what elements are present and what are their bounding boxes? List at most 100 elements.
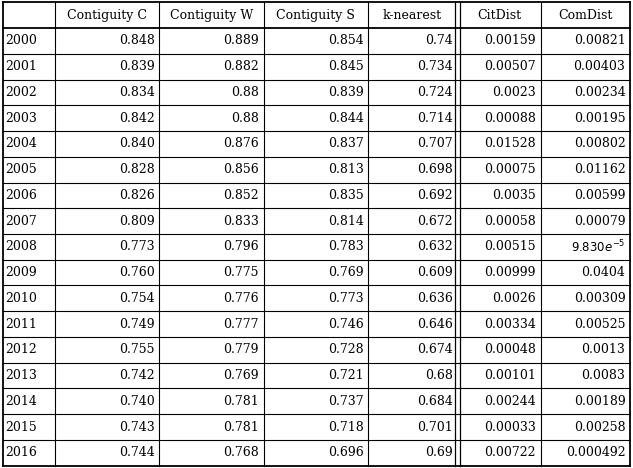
Text: ComDist: ComDist — [558, 9, 612, 22]
Text: 2006: 2006 — [5, 189, 37, 202]
Text: 0.743: 0.743 — [119, 421, 154, 433]
Text: 0.00234: 0.00234 — [573, 86, 625, 99]
Text: 0.814: 0.814 — [328, 215, 363, 227]
Text: 0.882: 0.882 — [223, 60, 259, 73]
Text: 2015: 2015 — [5, 421, 37, 433]
Text: 0.69: 0.69 — [425, 446, 453, 459]
Text: 0.000492: 0.000492 — [566, 446, 625, 459]
Text: 0.742: 0.742 — [119, 369, 154, 382]
Text: 2001: 2001 — [5, 60, 37, 73]
Text: 0.714: 0.714 — [417, 112, 453, 124]
Text: 0.00515: 0.00515 — [484, 241, 536, 253]
Text: 0.0035: 0.0035 — [492, 189, 536, 202]
Text: 0.00075: 0.00075 — [484, 163, 536, 176]
Text: 0.721: 0.721 — [328, 369, 363, 382]
Text: 0.835: 0.835 — [328, 189, 363, 202]
Text: 0.744: 0.744 — [119, 446, 154, 459]
Text: 0.754: 0.754 — [119, 292, 154, 305]
Text: 0.00189: 0.00189 — [573, 395, 625, 408]
Text: 0.844: 0.844 — [328, 112, 363, 124]
Text: 0.783: 0.783 — [328, 241, 363, 253]
Text: 0.636: 0.636 — [417, 292, 453, 305]
Text: 0.0023: 0.0023 — [492, 86, 536, 99]
Text: 0.734: 0.734 — [417, 60, 453, 73]
Text: 2008: 2008 — [5, 241, 37, 253]
Text: 0.779: 0.779 — [223, 344, 259, 356]
Text: 0.768: 0.768 — [223, 446, 259, 459]
Text: 0.701: 0.701 — [417, 421, 453, 433]
Text: 0.00334: 0.00334 — [484, 318, 536, 330]
Text: 0.0026: 0.0026 — [492, 292, 536, 305]
Text: 0.845: 0.845 — [328, 60, 363, 73]
Text: 0.00088: 0.00088 — [484, 112, 536, 124]
Text: 0.74: 0.74 — [425, 35, 453, 47]
Text: 0.769: 0.769 — [328, 266, 363, 279]
Text: 0.848: 0.848 — [119, 35, 154, 47]
Text: 0.833: 0.833 — [223, 215, 259, 227]
Text: 0.684: 0.684 — [417, 395, 453, 408]
Text: 0.632: 0.632 — [417, 241, 453, 253]
Text: 0.839: 0.839 — [328, 86, 363, 99]
Text: 2003: 2003 — [5, 112, 37, 124]
Text: 0.646: 0.646 — [417, 318, 453, 330]
Text: 0.749: 0.749 — [119, 318, 154, 330]
Text: 0.826: 0.826 — [119, 189, 154, 202]
Text: 0.609: 0.609 — [417, 266, 453, 279]
Text: 0.0013: 0.0013 — [582, 344, 625, 356]
Text: 0.760: 0.760 — [119, 266, 154, 279]
Text: 0.809: 0.809 — [119, 215, 154, 227]
Text: 2012: 2012 — [5, 344, 37, 356]
Text: 0.00159: 0.00159 — [484, 35, 536, 47]
Text: 0.773: 0.773 — [328, 292, 363, 305]
Text: $9.830e^{-5}$: $9.830e^{-5}$ — [571, 239, 625, 255]
Text: 0.00599: 0.00599 — [574, 189, 625, 202]
Text: 0.00058: 0.00058 — [484, 215, 536, 227]
Text: Contiguity S: Contiguity S — [277, 9, 355, 22]
Text: 0.00079: 0.00079 — [573, 215, 625, 227]
Text: 0.796: 0.796 — [223, 241, 259, 253]
Text: 0.88: 0.88 — [231, 112, 259, 124]
Text: 0.01162: 0.01162 — [573, 163, 625, 176]
Text: 0.00722: 0.00722 — [485, 446, 536, 459]
Text: 0.854: 0.854 — [328, 35, 363, 47]
Text: 2016: 2016 — [5, 446, 37, 459]
Text: 0.00258: 0.00258 — [573, 421, 625, 433]
Text: 0.769: 0.769 — [223, 369, 259, 382]
Text: 0.698: 0.698 — [417, 163, 453, 176]
Text: 0.813: 0.813 — [328, 163, 363, 176]
Text: 0.775: 0.775 — [223, 266, 259, 279]
Text: 0.00195: 0.00195 — [573, 112, 625, 124]
Text: 0.746: 0.746 — [328, 318, 363, 330]
Text: CitDist: CitDist — [477, 9, 521, 22]
Text: 0.00802: 0.00802 — [573, 138, 625, 150]
Text: 0.781: 0.781 — [223, 395, 259, 408]
Text: 0.842: 0.842 — [119, 112, 154, 124]
Text: 0.00048: 0.00048 — [484, 344, 536, 356]
Text: 0.00101: 0.00101 — [484, 369, 536, 382]
Text: 0.837: 0.837 — [328, 138, 363, 150]
Text: 0.01528: 0.01528 — [484, 138, 536, 150]
Text: 0.672: 0.672 — [417, 215, 453, 227]
Text: Contiguity C: Contiguity C — [67, 9, 147, 22]
Text: Contiguity W: Contiguity W — [170, 9, 253, 22]
Text: 0.781: 0.781 — [223, 421, 259, 433]
Text: 0.852: 0.852 — [223, 189, 259, 202]
Text: 0.728: 0.728 — [328, 344, 363, 356]
Text: 0.00525: 0.00525 — [574, 318, 625, 330]
Text: 2000: 2000 — [5, 35, 37, 47]
Text: 0.740: 0.740 — [119, 395, 154, 408]
Text: 0.889: 0.889 — [223, 35, 259, 47]
Text: 0.00999: 0.00999 — [485, 266, 536, 279]
Text: 0.674: 0.674 — [417, 344, 453, 356]
Text: 2009: 2009 — [5, 266, 37, 279]
Text: k-nearest: k-nearest — [383, 9, 442, 22]
Text: 0.00403: 0.00403 — [573, 60, 625, 73]
Text: 0.00244: 0.00244 — [484, 395, 536, 408]
Text: 0.876: 0.876 — [223, 138, 259, 150]
Text: 0.0404: 0.0404 — [582, 266, 625, 279]
Text: 0.755: 0.755 — [119, 344, 154, 356]
Text: 2011: 2011 — [5, 318, 37, 330]
Text: 0.0083: 0.0083 — [582, 369, 625, 382]
Text: 0.692: 0.692 — [417, 189, 453, 202]
Text: 2013: 2013 — [5, 369, 37, 382]
